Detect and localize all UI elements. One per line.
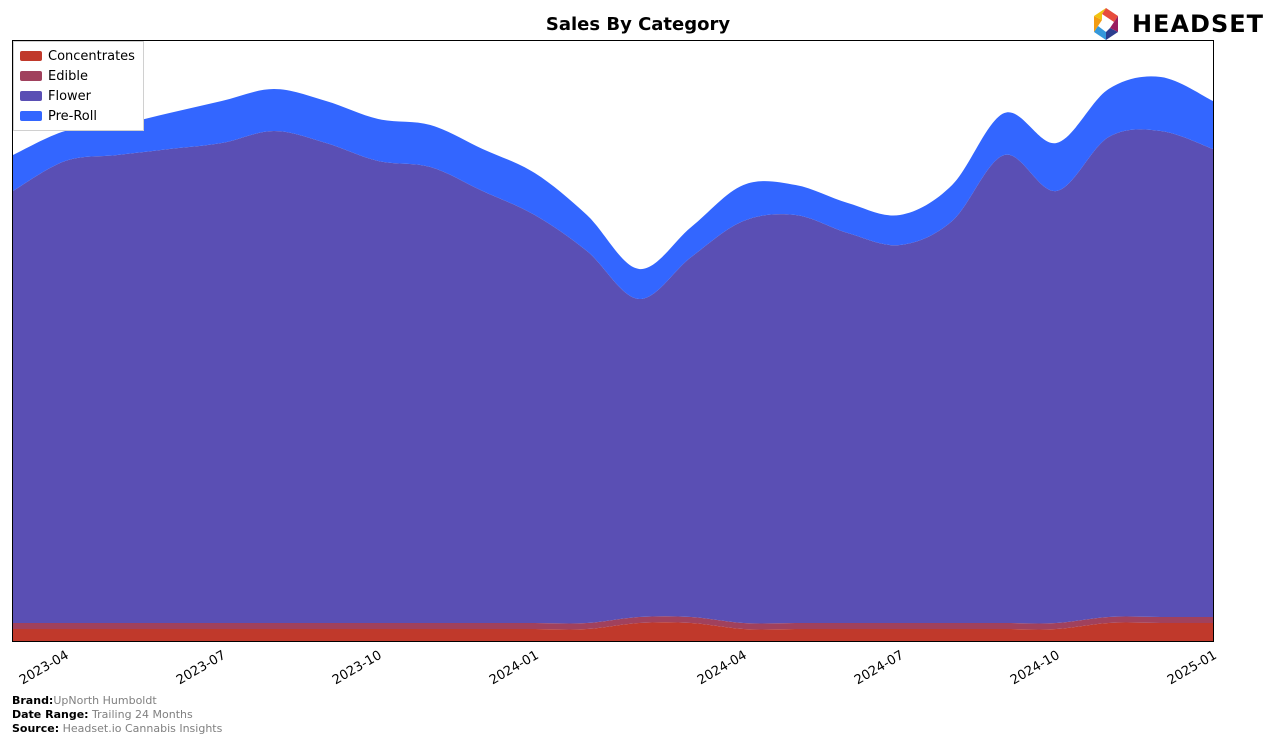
meta-value: Headset.io Cannabis Insights xyxy=(59,722,222,735)
legend: Concentrates Edible Flower Pre-Roll xyxy=(13,41,144,131)
meta-line: Brand:UpNorth Humboldt xyxy=(12,694,157,707)
x-tick-label: 2023-10 xyxy=(330,648,385,688)
meta-line: Source: Headset.io Cannabis Insights xyxy=(12,722,222,735)
legend-item: Concentrates xyxy=(20,46,135,66)
x-tick-label: 2025-01 xyxy=(1165,648,1220,688)
x-tick-label: 2024-07 xyxy=(852,648,907,688)
legend-label: Flower xyxy=(48,89,91,104)
meta-key: Source: xyxy=(12,722,59,735)
meta-key: Date Range: xyxy=(12,708,89,721)
legend-item: Edible xyxy=(20,66,135,86)
meta-value: Trailing 24 Months xyxy=(89,708,193,721)
chart-title: Sales By Category xyxy=(0,14,1276,35)
meta-value: UpNorth Humboldt xyxy=(53,694,156,707)
x-tick-label: 2023-04 xyxy=(17,648,72,688)
plot-area xyxy=(12,40,1214,642)
headset-logo-text: HEADSET xyxy=(1132,10,1264,38)
legend-swatch xyxy=(20,51,42,61)
headset-logo-icon xyxy=(1086,4,1126,44)
x-tick-label: 2023-07 xyxy=(174,648,229,688)
meta-line: Date Range: Trailing 24 Months xyxy=(12,708,193,721)
x-tick-label: 2024-10 xyxy=(1008,648,1063,688)
legend-label: Edible xyxy=(48,69,88,84)
legend-item: Flower xyxy=(20,86,135,106)
legend-swatch xyxy=(20,71,42,81)
area-series xyxy=(13,129,1213,623)
chart-container: { "title": "Sales By Category", "title_f… xyxy=(0,0,1276,742)
legend-swatch xyxy=(20,111,42,121)
x-tick-label: 2024-04 xyxy=(695,648,750,688)
x-tick-label: 2024-01 xyxy=(487,648,542,688)
legend-label: Concentrates xyxy=(48,49,135,64)
legend-label: Pre-Roll xyxy=(48,109,97,124)
meta-key: Brand: xyxy=(12,694,53,707)
legend-swatch xyxy=(20,91,42,101)
stacked-area-svg xyxy=(13,41,1213,641)
legend-item: Pre-Roll xyxy=(20,106,135,126)
headset-logo: HEADSET xyxy=(1086,4,1264,44)
